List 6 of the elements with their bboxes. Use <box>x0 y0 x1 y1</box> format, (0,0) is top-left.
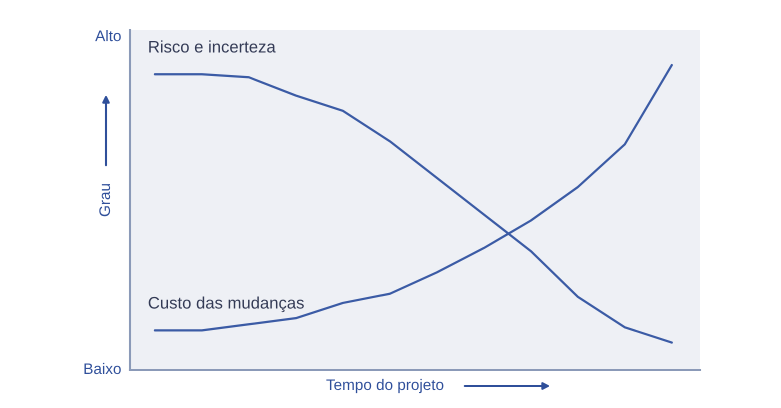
text: Alto <box>95 30 121 42</box>
series-label: Risco e incerteza <box>149 40 276 53</box>
series-label: Custo das mudanças <box>148 296 304 312</box>
text: Baixo <box>84 362 121 374</box>
y-axis-title: Grau <box>99 184 110 216</box>
x-axis-title: Tempo do projeto <box>326 378 444 394</box>
